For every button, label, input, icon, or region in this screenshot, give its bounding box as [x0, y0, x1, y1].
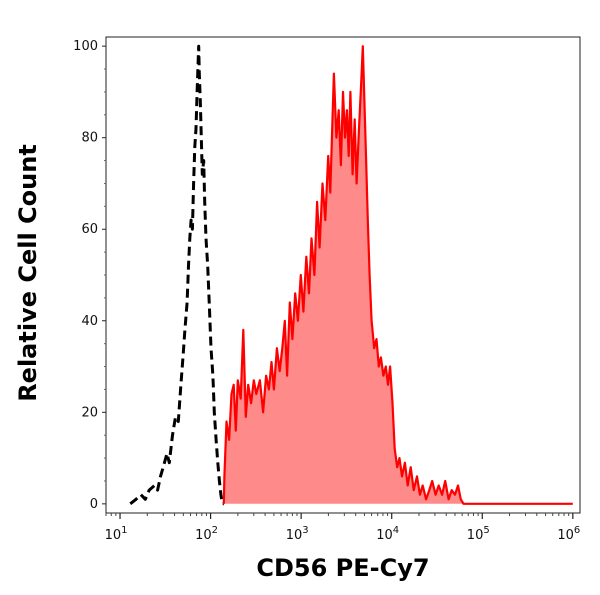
- x-tick-label: 104: [376, 525, 399, 543]
- x-axis-ticks: 101 102 103 104 105 106: [105, 513, 580, 543]
- x-tick-label: 106: [557, 525, 580, 543]
- y-tick-label: 80: [81, 131, 98, 146]
- x-tick-label: 103: [286, 525, 309, 543]
- x-tick-label: 101: [105, 525, 128, 543]
- series-1-area: [223, 46, 573, 504]
- x-axis-title: CD56 PE-Cy7: [256, 554, 429, 582]
- series-layer: [129, 44, 573, 506]
- series-0-line: [129, 44, 224, 506]
- y-tick-label: 20: [81, 405, 98, 420]
- x-tick-label: 102: [195, 525, 218, 543]
- series-1-line: [222, 45, 573, 505]
- y-axis-ticks: 0 20 40 60 80 100: [73, 39, 106, 512]
- y-tick-label: 0: [90, 497, 98, 512]
- y-axis-title: Relative Cell Count: [14, 144, 42, 402]
- y-tick-label: 40: [81, 314, 98, 329]
- x-tick-label: 105: [467, 525, 490, 543]
- y-tick-label: 60: [81, 222, 98, 237]
- y-tick-label: 100: [73, 39, 98, 54]
